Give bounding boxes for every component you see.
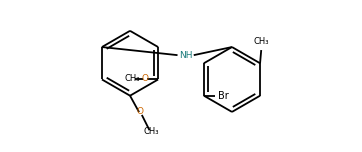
Text: CH₃: CH₃: [125, 74, 140, 83]
Text: Br: Br: [219, 91, 229, 101]
Text: CH₃: CH₃: [143, 127, 159, 136]
Text: O: O: [142, 74, 149, 83]
Text: O: O: [137, 107, 144, 116]
Text: NH: NH: [179, 51, 192, 60]
Text: CH₃: CH₃: [253, 37, 269, 46]
